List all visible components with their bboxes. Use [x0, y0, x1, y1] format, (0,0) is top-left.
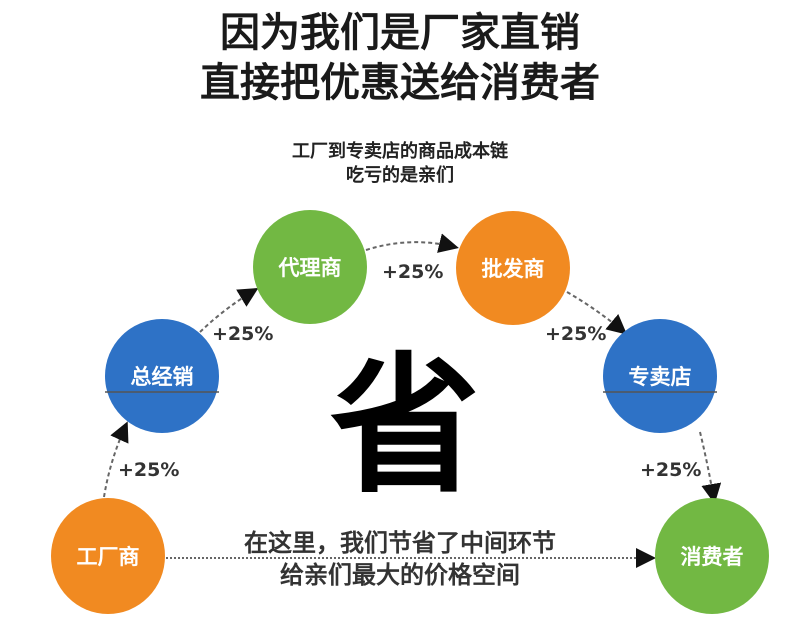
node-circle [655, 498, 769, 614]
node-general-distributor: 总经销 [105, 319, 219, 433]
node-circle [105, 319, 219, 433]
subtitle-line-2: 吃亏的是亲们 [346, 165, 454, 186]
subtitle: 工厂到专卖店的商品成本链 吃亏的是亲们 [0, 140, 800, 188]
node-circle [253, 210, 367, 324]
node-label: 总经销 [131, 365, 194, 389]
arrow-wholesaler-to-store [566, 291, 628, 335]
node-agent: 代理商 [253, 210, 367, 324]
arrow-store-to-consumer [699, 431, 722, 504]
node-wholesaler: 批发商 [456, 211, 570, 325]
bottom-note-line-2: 给亲们最大的价格空间 [280, 561, 520, 589]
headline-line-1: 因为我们是厂家直销 [220, 10, 580, 56]
node-circle [603, 319, 717, 433]
node-label: 批发商 [482, 257, 545, 281]
node-label: 消费者 [681, 545, 744, 569]
node-factory: 工厂商 [51, 498, 165, 614]
headline-line-2: 直接把优惠送给消费者 [200, 60, 600, 106]
node-circle [51, 498, 165, 614]
node-label: 工厂商 [77, 545, 140, 569]
arrow-agent-to-wholesaler [365, 233, 459, 253]
bottom-note: 在这里，我们节省了中间环节 给亲们最大的价格空间 [200, 527, 600, 591]
markup-label-2: +25% [212, 323, 273, 345]
node-store: 专卖店 [603, 319, 717, 433]
subtitle-line-1: 工厂到专卖店的商品成本链 [292, 141, 508, 162]
center-character: 省 [330, 340, 480, 514]
arrow-factory-to-distributor [103, 421, 129, 498]
node-label: 代理商 [278, 256, 342, 280]
node-label: 专卖店 [629, 365, 692, 389]
node-circle [456, 211, 570, 325]
markup-label-3: +25% [382, 261, 443, 283]
markup-label-4: +25% [545, 323, 606, 345]
markup-label-5: +25% [640, 459, 701, 481]
markup-label-1: +25% [118, 459, 179, 481]
node-consumer: 消费者 [655, 498, 769, 614]
bottom-note-line-1: 在这里，我们节省了中间环节 [244, 529, 556, 557]
